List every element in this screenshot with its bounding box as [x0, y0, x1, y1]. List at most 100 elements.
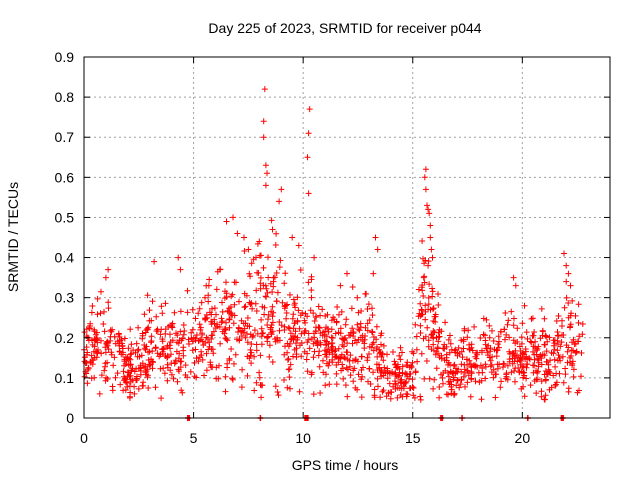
data-point — [394, 373, 401, 380]
data-point — [488, 369, 495, 376]
data-point — [259, 303, 266, 310]
grid-lines — [84, 57, 610, 418]
data-point — [178, 387, 185, 394]
data-point — [578, 373, 584, 380]
data-point — [105, 266, 112, 273]
data-point — [369, 329, 376, 336]
data-point — [422, 316, 429, 323]
data-point — [317, 390, 324, 396]
y-tick-label: 0.3 — [55, 290, 75, 306]
data-point — [109, 387, 116, 394]
data-point — [295, 307, 302, 314]
data-point — [543, 333, 550, 340]
data-point — [333, 353, 340, 360]
data-point — [203, 350, 210, 357]
data-point — [190, 334, 197, 341]
data-point — [247, 346, 254, 353]
data-point — [228, 293, 235, 300]
data-point — [559, 353, 566, 360]
data-point — [240, 329, 247, 336]
data-point — [86, 324, 93, 331]
data-point — [198, 299, 205, 306]
data-point — [322, 313, 329, 319]
data-point — [493, 353, 500, 360]
data-point — [299, 310, 306, 316]
data-point — [310, 391, 317, 398]
data-point — [409, 384, 416, 390]
data-point — [482, 332, 488, 339]
data-point — [98, 288, 104, 295]
x-tick-label: 15 — [405, 430, 421, 446]
data-point — [349, 284, 356, 290]
data-point — [219, 318, 226, 325]
data-point — [222, 326, 229, 332]
data-point — [268, 217, 275, 224]
data-point — [494, 347, 501, 354]
data-point — [352, 337, 358, 344]
data-point — [159, 310, 166, 317]
y-tick-label: 0.8 — [55, 89, 75, 105]
data-point — [336, 311, 342, 318]
data-point — [215, 375, 222, 382]
data-point — [568, 310, 575, 317]
data-point — [502, 336, 508, 343]
data-point — [517, 348, 524, 354]
data-point — [326, 381, 333, 388]
data-point — [533, 347, 540, 354]
data-point — [440, 380, 446, 387]
data-point — [199, 338, 206, 345]
data-point — [506, 348, 513, 355]
data-point — [345, 332, 352, 339]
data-point — [121, 362, 128, 369]
x-tick-label: 0 — [80, 430, 88, 446]
data-point — [257, 285, 264, 292]
data-point — [258, 316, 265, 323]
data-point — [291, 320, 298, 327]
data-point — [562, 371, 569, 378]
data-point — [227, 304, 234, 310]
data-point — [537, 335, 544, 342]
data-point — [519, 355, 525, 362]
data-point — [572, 349, 579, 356]
data-point — [542, 332, 549, 339]
data-point — [248, 260, 255, 267]
data-point — [142, 363, 149, 370]
data-point — [347, 372, 354, 379]
data-point — [340, 343, 347, 350]
data-point — [474, 363, 481, 370]
data-point — [196, 305, 203, 312]
data-point — [214, 321, 221, 328]
data-point — [337, 330, 344, 337]
data-point — [342, 382, 349, 389]
data-point — [466, 357, 473, 364]
data-point — [323, 348, 330, 355]
data-point — [410, 385, 417, 391]
data-point — [141, 311, 148, 318]
data-point — [289, 234, 296, 241]
data-point — [555, 352, 562, 358]
y-tick-label: 0.1 — [55, 370, 75, 386]
data-point — [528, 339, 535, 346]
data-point — [290, 311, 297, 318]
data-point — [534, 345, 541, 352]
data-point — [482, 337, 489, 344]
data-point — [333, 362, 340, 368]
data-point — [422, 257, 429, 264]
data-point — [543, 371, 550, 378]
data-point — [310, 354, 317, 361]
data-point — [420, 293, 427, 299]
data-point — [201, 372, 207, 379]
data-point — [167, 367, 174, 374]
data-point — [184, 374, 191, 381]
data-point — [205, 346, 212, 353]
data-point — [270, 283, 277, 290]
data-point — [555, 333, 562, 339]
data-point — [144, 292, 151, 299]
data-point — [323, 371, 329, 378]
data-point — [323, 354, 330, 360]
data-point — [419, 311, 426, 318]
data-point — [418, 350, 425, 357]
data-point — [344, 349, 351, 356]
data-point — [529, 315, 536, 322]
data-point — [102, 274, 109, 281]
